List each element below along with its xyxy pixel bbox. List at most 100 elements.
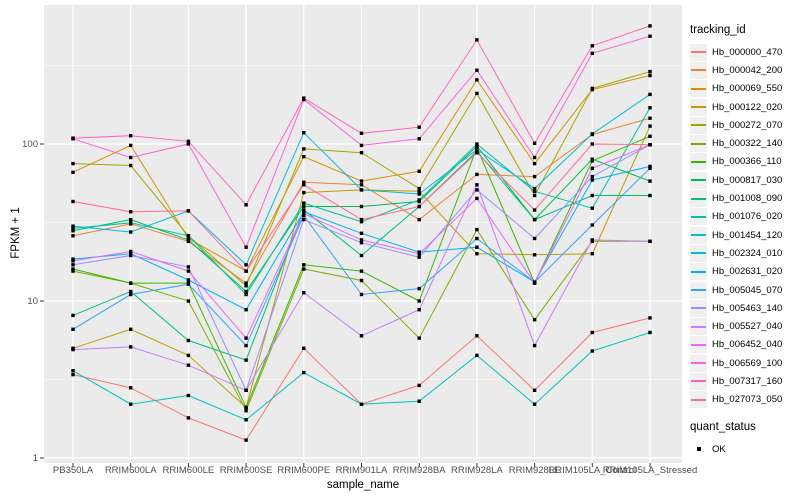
data-point — [244, 308, 248, 312]
x-tick-label: RRIM105LA_Stressed — [602, 465, 698, 476]
data-point — [475, 196, 479, 201]
legend-items: Hb_000000_470 Hb_000042_200 Hb_000069_550 H… — [690, 43, 800, 409]
data-point — [129, 386, 133, 390]
legend-key-swatch — [690, 226, 707, 244]
data-point — [359, 131, 364, 135]
legend-item: Hb_000366_110 — [690, 153, 800, 171]
data-point — [417, 169, 421, 173]
legend-label: Hb_006569_100 — [712, 357, 783, 369]
data-point — [244, 418, 248, 422]
legend-item: Hb_007317_160 — [690, 372, 800, 390]
data-point — [475, 334, 479, 338]
legend-label: Hb_000042_200 — [712, 64, 783, 76]
data-point — [244, 245, 248, 249]
data-point — [359, 231, 364, 235]
legend-key-swatch — [690, 171, 707, 189]
legend-label: Hb_005463_140 — [712, 302, 783, 314]
data-point — [532, 208, 537, 212]
legend-label: Hb_006452_040 — [712, 339, 783, 351]
data-point — [71, 136, 75, 140]
data-point — [590, 142, 594, 146]
data-point — [302, 217, 306, 222]
legend-label: Hb_000272_070 — [712, 119, 783, 131]
data-point — [129, 143, 133, 148]
legend-key-swatch — [690, 80, 707, 98]
data-point — [648, 116, 652, 120]
data-point — [244, 388, 248, 392]
data-point — [359, 253, 364, 258]
data-point — [302, 208, 306, 212]
data-point — [648, 166, 652, 170]
data-point — [71, 170, 75, 174]
data-point — [302, 183, 306, 187]
point-square-icon — [696, 447, 701, 452]
data-point — [129, 252, 133, 256]
data-point — [186, 416, 191, 420]
legend-label: Hb_005045_070 — [712, 284, 783, 296]
data-point — [302, 291, 306, 295]
data-point — [244, 263, 248, 267]
data-point — [359, 151, 364, 155]
x-tick-label: RRIM901LA — [335, 465, 388, 476]
data-point — [417, 308, 421, 312]
data-point — [590, 166, 594, 170]
y-tick-label: 1 — [32, 452, 38, 464]
quant-legend-item: OK — [690, 440, 800, 458]
legend: tracking_id Hb_000000_470 Hb_000042_200 Hb… — [690, 24, 800, 458]
data-point — [359, 204, 364, 209]
data-point — [648, 92, 652, 97]
data-point — [417, 125, 421, 129]
data-point — [532, 388, 537, 392]
legend-item: Hb_001454_120 — [690, 226, 800, 244]
x-tick-label: RRIM600PE — [277, 465, 331, 476]
data-point — [71, 313, 75, 318]
data-point — [186, 282, 191, 286]
legend-title: tracking_id — [690, 24, 746, 36]
legend-line-icon — [691, 289, 706, 291]
data-point — [359, 183, 364, 187]
data-point — [71, 229, 75, 233]
data-point — [532, 141, 537, 145]
data-point — [590, 223, 594, 227]
data-point — [648, 124, 652, 128]
data-point — [302, 204, 306, 209]
data-point — [648, 179, 652, 183]
legend-item: Hb_000000_470 — [690, 43, 800, 61]
legend-item: Hb_006569_100 — [690, 354, 800, 372]
data-point — [302, 210, 306, 214]
data-point — [186, 142, 191, 146]
x-tick-label: RRIM600LA — [104, 465, 157, 476]
legend-label: Hb_002324_010 — [712, 247, 783, 259]
data-point — [417, 336, 421, 340]
data-point — [244, 358, 248, 362]
data-point — [590, 86, 594, 91]
data-point — [532, 161, 537, 166]
data-point — [590, 193, 594, 198]
data-point — [590, 51, 594, 55]
data-point — [590, 252, 594, 256]
legend-item: Hb_000322_140 — [690, 134, 800, 153]
data-point — [417, 192, 421, 196]
data-point — [417, 299, 421, 303]
data-point — [475, 353, 479, 358]
data-point — [475, 144, 479, 148]
data-point — [186, 299, 191, 303]
data-point — [302, 263, 306, 267]
data-point — [417, 252, 421, 256]
legend-key-swatch — [690, 281, 707, 299]
legend-item: Hb_000042_200 — [690, 61, 800, 79]
legend-key-swatch — [690, 61, 707, 79]
legend-key-swatch — [690, 263, 707, 281]
x-tick-label: RRIM600SE — [219, 465, 273, 476]
data-point — [129, 253, 133, 258]
data-point — [475, 188, 479, 192]
legend-item: Hb_001008_090 — [690, 189, 800, 208]
legend-line-icon — [691, 197, 706, 200]
x-tick-label: RRIM928LE — [508, 465, 561, 476]
data-point — [475, 227, 479, 232]
data-point — [359, 269, 364, 273]
data-point — [532, 193, 537, 198]
legend-key-swatch — [690, 208, 707, 226]
legend-label: Hb_000817_030 — [712, 174, 783, 186]
